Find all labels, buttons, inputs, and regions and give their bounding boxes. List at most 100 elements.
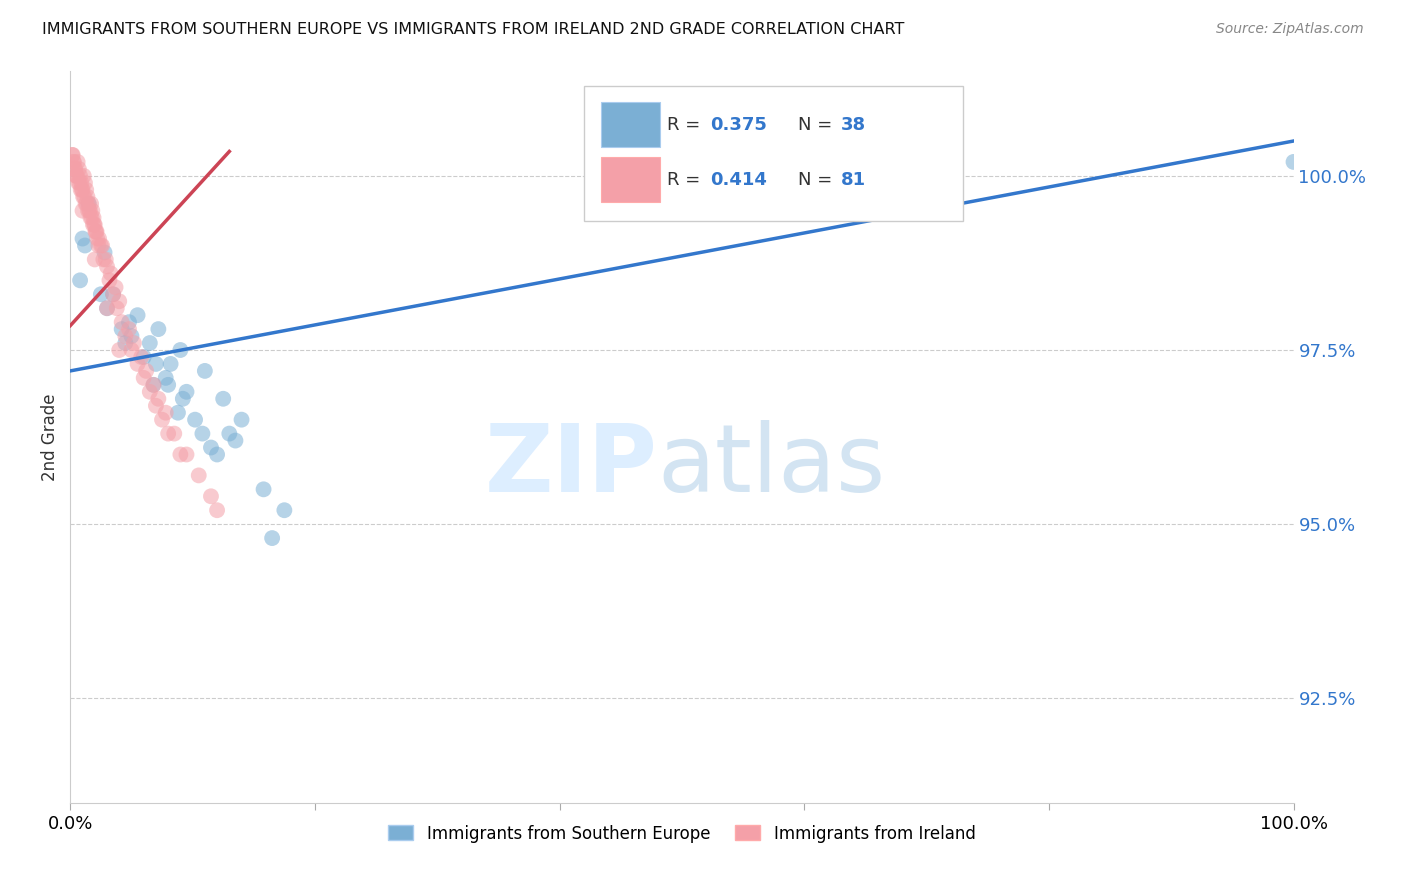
Point: [66, 155, 89, 169]
Point: [93, 245, 115, 260]
Point: [77, 196, 100, 211]
Point: [76, 190, 98, 204]
Point: [87, 238, 110, 252]
Text: ZIP: ZIP: [485, 420, 658, 512]
Point: [80, 211, 103, 225]
Point: [111, 322, 134, 336]
Point: [69, 169, 91, 183]
Point: [73, 238, 96, 252]
Text: IMMIGRANTS FROM SOUTHERN EUROPE VS IMMIGRANTS FROM IRELAND 2ND GRADE CORRELATION: IMMIGRANTS FROM SOUTHERN EUROPE VS IMMIG…: [42, 22, 904, 37]
Point: [104, 280, 127, 294]
Text: R =: R =: [668, 116, 706, 134]
Point: [176, 384, 198, 399]
Point: [111, 315, 134, 329]
Point: [169, 343, 191, 357]
Point: [87, 231, 110, 245]
Point: [184, 412, 207, 426]
Point: [83, 218, 105, 232]
Point: [98, 273, 121, 287]
Point: [167, 406, 190, 420]
Point: [75, 183, 97, 197]
Point: [142, 377, 165, 392]
Point: [96, 301, 118, 316]
Point: [79, 211, 101, 225]
Point: [205, 503, 228, 517]
Point: [145, 399, 167, 413]
Point: [69, 273, 91, 287]
Point: [75, 196, 97, 211]
Point: [212, 392, 235, 406]
Point: [63, 155, 86, 169]
Point: [77, 203, 100, 218]
Point: [142, 377, 165, 392]
Point: [139, 384, 162, 399]
Point: [200, 489, 222, 503]
Point: [94, 252, 117, 267]
Point: [76, 196, 98, 211]
Text: 0.375: 0.375: [710, 116, 766, 134]
Point: [262, 531, 284, 545]
Point: [84, 225, 107, 239]
Point: [77, 203, 100, 218]
Point: [62, 148, 84, 162]
Point: [91, 252, 114, 267]
Point: [132, 350, 155, 364]
Point: [108, 294, 131, 309]
Point: [194, 364, 217, 378]
Point: [77, 196, 100, 211]
Text: 0.414: 0.414: [710, 170, 766, 188]
Point: [65, 169, 87, 183]
Point: [101, 287, 124, 301]
Point: [80, 196, 103, 211]
Point: [132, 371, 155, 385]
Point: [127, 308, 149, 322]
Point: [72, 190, 94, 204]
Point: [105, 301, 128, 316]
Point: [187, 468, 209, 483]
Point: [73, 190, 96, 204]
Point: [72, 203, 94, 218]
Point: [79, 203, 101, 218]
Point: [127, 357, 149, 371]
Point: [63, 161, 86, 176]
Point: [66, 169, 89, 183]
Point: [121, 343, 143, 357]
Point: [96, 260, 118, 274]
Point: [90, 287, 112, 301]
Point: [60, 148, 83, 162]
Point: [63, 161, 86, 176]
Point: [145, 357, 167, 371]
Point: [155, 406, 177, 420]
Legend: Immigrants from Southern Europe, Immigrants from Ireland: Immigrants from Southern Europe, Immigra…: [381, 818, 983, 849]
Point: [148, 322, 170, 336]
Point: [148, 392, 170, 406]
Point: [1282, 155, 1305, 169]
Point: [84, 225, 107, 239]
Point: [159, 357, 181, 371]
FancyBboxPatch shape: [583, 86, 963, 221]
Point: [69, 183, 91, 197]
Point: [67, 176, 90, 190]
Point: [139, 336, 162, 351]
Point: [90, 238, 112, 252]
Point: [224, 434, 246, 448]
Point: [83, 211, 105, 225]
Point: [65, 169, 87, 183]
FancyBboxPatch shape: [602, 102, 659, 146]
Point: [86, 225, 108, 239]
FancyBboxPatch shape: [602, 157, 659, 202]
Point: [118, 315, 141, 329]
Point: [150, 412, 173, 426]
Text: R =: R =: [668, 170, 706, 188]
Point: [163, 426, 186, 441]
Point: [73, 176, 96, 190]
Point: [108, 343, 131, 357]
Point: [69, 176, 91, 190]
Point: [73, 169, 96, 183]
Text: 81: 81: [841, 170, 866, 188]
Point: [72, 231, 94, 245]
Point: [169, 448, 191, 462]
Point: [62, 155, 84, 169]
Point: [157, 426, 180, 441]
Point: [100, 266, 122, 280]
